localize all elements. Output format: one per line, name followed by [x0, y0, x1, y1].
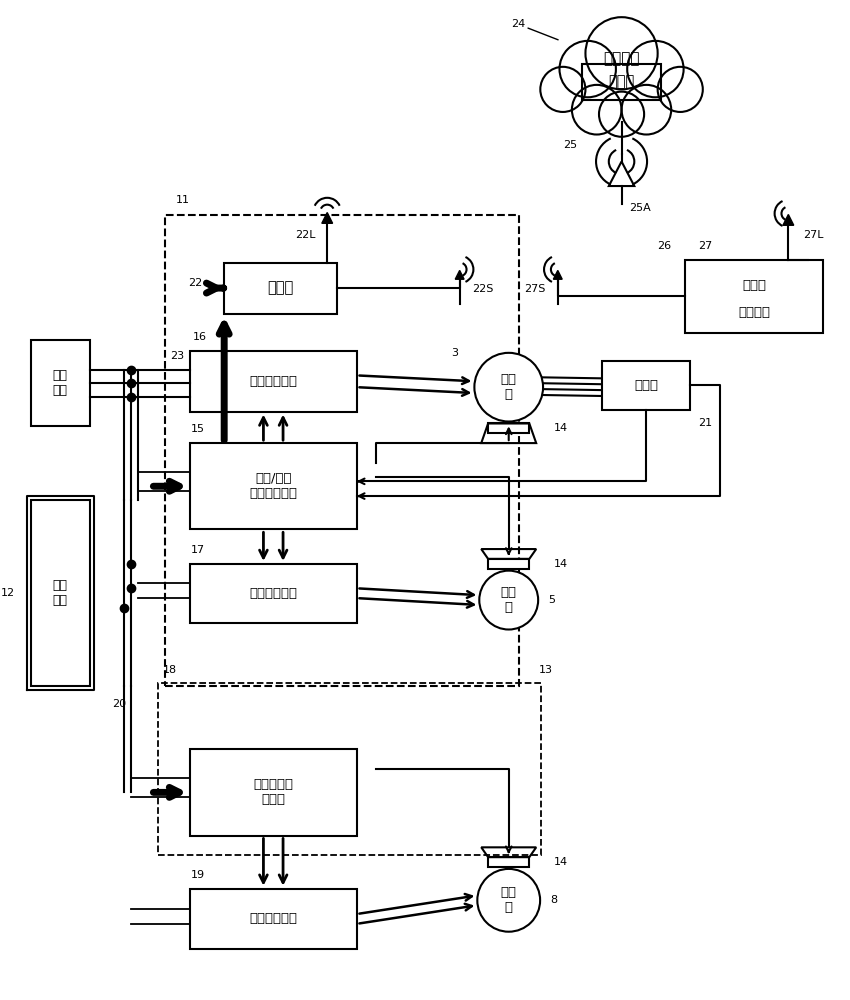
Text: 通信部: 通信部 — [609, 75, 635, 90]
Text: 14: 14 — [554, 857, 568, 867]
FancyBboxPatch shape — [582, 64, 660, 100]
Text: 12: 12 — [1, 588, 15, 598]
Text: 云服务器: 云服务器 — [604, 51, 640, 66]
Text: 13: 13 — [539, 665, 553, 675]
Text: 卷扬/横行
逆变器控制部: 卷扬/横行 逆变器控制部 — [249, 472, 298, 500]
Text: 通信部: 通信部 — [268, 281, 294, 296]
Text: 电动
机: 电动 机 — [501, 586, 517, 614]
Text: 22L: 22L — [295, 230, 315, 240]
Circle shape — [572, 85, 621, 135]
Text: 18: 18 — [163, 665, 178, 675]
Text: 电动
机: 电动 机 — [501, 886, 517, 914]
Text: 卷扬用逆变器: 卷扬用逆变器 — [249, 375, 298, 388]
Circle shape — [478, 869, 540, 932]
Text: 26: 26 — [657, 241, 672, 251]
Circle shape — [541, 67, 586, 112]
Text: 22: 22 — [189, 278, 202, 288]
Polygon shape — [456, 270, 464, 279]
Polygon shape — [783, 214, 794, 225]
FancyBboxPatch shape — [488, 423, 530, 433]
Text: 显示终端: 显示终端 — [738, 306, 770, 319]
Text: 24: 24 — [512, 19, 525, 29]
Circle shape — [627, 41, 683, 97]
FancyBboxPatch shape — [190, 351, 357, 412]
Text: 23: 23 — [170, 351, 184, 361]
Text: 20: 20 — [112, 699, 127, 709]
Circle shape — [658, 67, 703, 112]
Text: 通信部: 通信部 — [742, 279, 766, 292]
Text: 纵行用逆变器: 纵行用逆变器 — [249, 912, 298, 925]
Text: 8: 8 — [550, 895, 557, 905]
FancyBboxPatch shape — [488, 559, 530, 569]
FancyBboxPatch shape — [224, 263, 337, 314]
Text: 17: 17 — [190, 545, 205, 555]
FancyBboxPatch shape — [602, 361, 690, 410]
Text: 25: 25 — [563, 140, 577, 150]
FancyBboxPatch shape — [31, 340, 90, 426]
FancyBboxPatch shape — [31, 500, 90, 686]
Text: 27L: 27L — [803, 230, 824, 240]
FancyBboxPatch shape — [190, 564, 357, 623]
Text: 27: 27 — [698, 241, 712, 251]
Circle shape — [559, 41, 616, 97]
Text: 25A: 25A — [629, 203, 651, 213]
Circle shape — [586, 17, 658, 89]
FancyBboxPatch shape — [685, 260, 823, 333]
FancyBboxPatch shape — [190, 889, 357, 949]
Text: 27S: 27S — [524, 284, 545, 294]
Circle shape — [474, 353, 543, 422]
Text: 16: 16 — [193, 332, 207, 342]
Text: 编码器: 编码器 — [634, 379, 658, 392]
Circle shape — [479, 571, 538, 630]
Text: 21: 21 — [698, 418, 712, 428]
Text: 3: 3 — [451, 348, 458, 358]
Text: 11: 11 — [176, 195, 190, 205]
FancyBboxPatch shape — [190, 749, 357, 836]
Text: 纵行逆变器
控制部: 纵行逆变器 控制部 — [253, 778, 293, 806]
FancyBboxPatch shape — [488, 857, 530, 867]
Text: 14: 14 — [554, 423, 568, 433]
Text: 电动
机: 电动 机 — [501, 373, 517, 401]
Text: 22S: 22S — [473, 284, 494, 294]
FancyBboxPatch shape — [190, 443, 357, 529]
Polygon shape — [322, 213, 332, 223]
Text: 输入
装置: 输入 装置 — [53, 579, 68, 607]
Polygon shape — [553, 270, 562, 279]
Text: 三相
电源: 三相 电源 — [53, 369, 68, 397]
Circle shape — [599, 92, 644, 137]
Text: 横行用逆变器: 横行用逆变器 — [249, 587, 298, 600]
Text: 14: 14 — [554, 559, 568, 569]
Text: 5: 5 — [548, 595, 555, 605]
Text: 19: 19 — [190, 870, 205, 880]
Text: 15: 15 — [190, 424, 205, 434]
Circle shape — [621, 85, 672, 135]
